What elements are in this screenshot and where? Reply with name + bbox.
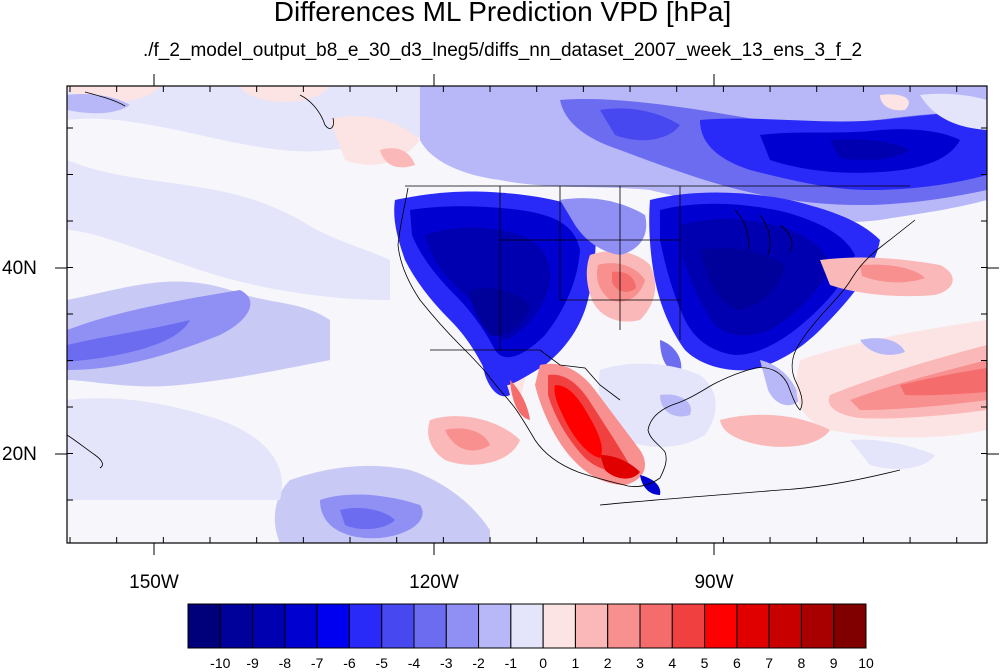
colorbar-swatch: [316, 603, 350, 649]
axis-ticks: [55, 74, 999, 555]
colorbar-label: 1: [571, 655, 580, 671]
colorbar-label: -1: [504, 655, 518, 671]
lon-label-90w: 90W: [694, 572, 734, 593]
colorbar-label: 8: [797, 655, 806, 671]
colorbar-swatch: [574, 603, 609, 649]
lon-label-120w: 120W: [409, 572, 459, 593]
colorbar-label: 7: [765, 655, 774, 671]
colorbar-swatch: [252, 603, 286, 649]
colorbar-label: -5: [375, 655, 388, 671]
colorbar-label: 2: [603, 655, 612, 671]
colorbar-swatch: [187, 603, 221, 649]
colorbar-swatch: [768, 603, 802, 649]
colorbar-label: -7: [310, 655, 324, 671]
colorbar-label: -8: [278, 655, 292, 671]
colorbar-swatch: [348, 603, 383, 649]
colorbar-swatch: [736, 603, 770, 649]
map-subtitle: ./f_2_model_output_b8_e_30_d3_lneg5/diff…: [142, 40, 863, 61]
colorbar-swatch: [704, 603, 738, 649]
colorbar-label: 3: [636, 655, 644, 671]
colorbar-swatch: [510, 603, 544, 649]
colorbar-label: -3: [440, 655, 453, 671]
colorbar-swatch: [381, 603, 415, 649]
colorbar-swatch: [800, 603, 835, 649]
colorbar-label: -9: [246, 655, 259, 671]
colorbar-label: -10: [210, 655, 231, 671]
colorbar-label: 4: [668, 655, 677, 671]
colorbar-label: 6: [732, 655, 741, 671]
lat-label-40n: 40N: [2, 258, 37, 279]
colorbar-label: 5: [700, 655, 709, 671]
coastlines: [67, 91, 916, 506]
colorbar-label: 0: [539, 655, 548, 671]
map-field: [67, 86, 987, 543]
colorbar-swatch: [478, 603, 512, 649]
colorbar-label: 9: [829, 655, 838, 671]
colorbar-label: -4: [407, 655, 421, 671]
colorbar: [187, 603, 867, 649]
colorbar-label: 10: [858, 655, 874, 671]
map-title: Differences ML Prediction VPD [hPa]: [273, 0, 732, 27]
colorbar-swatch: [671, 603, 706, 649]
colorbar-swatch: [413, 603, 447, 649]
colorbar-swatch: [445, 603, 480, 649]
colorbar-swatch: [284, 603, 318, 649]
colorbar-label: -2: [472, 655, 485, 671]
colorbar-swatch: [219, 603, 254, 649]
lon-label-150w: 150W: [129, 572, 179, 593]
colorbar-swatch: [639, 603, 673, 649]
colorbar-label: -6: [343, 655, 356, 671]
colorbar-swatch: [607, 603, 641, 649]
lat-label-20n: 20N: [2, 444, 37, 465]
colorbar-swatch: [833, 603, 867, 649]
colorbar-swatch: [542, 603, 576, 649]
